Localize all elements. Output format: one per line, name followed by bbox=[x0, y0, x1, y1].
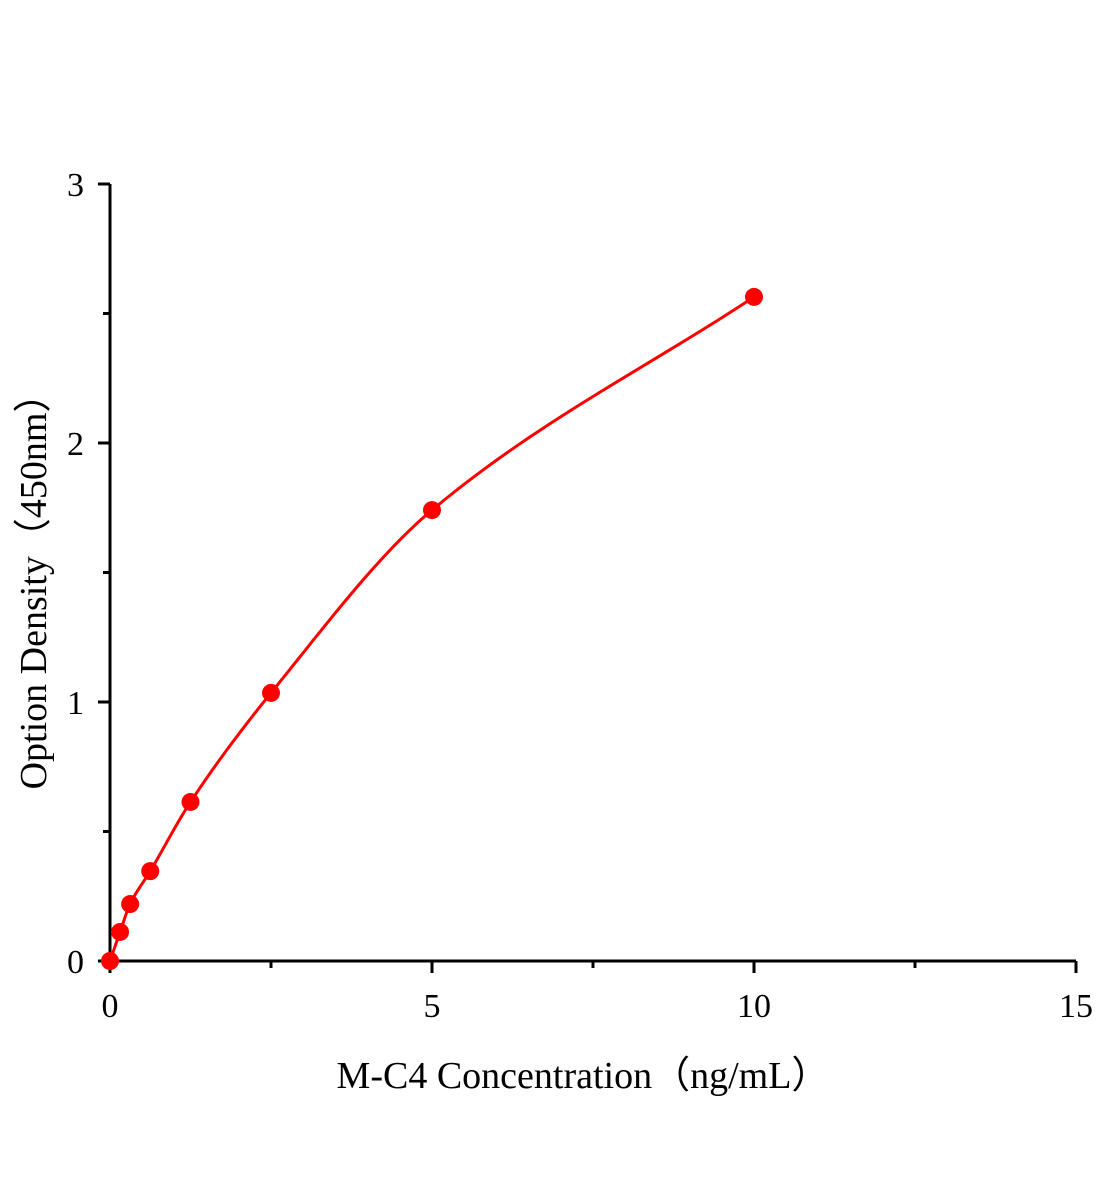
data-point bbox=[101, 952, 119, 970]
y-tick-label: 0 bbox=[67, 944, 84, 981]
x-tick-label: 15 bbox=[1059, 988, 1093, 1025]
data-point bbox=[745, 287, 763, 306]
data-point bbox=[111, 922, 130, 941]
data-point bbox=[262, 683, 280, 702]
y-tick-label: 2 bbox=[67, 426, 84, 463]
data-point bbox=[141, 862, 160, 881]
x-tick-label: 0 bbox=[102, 988, 119, 1025]
x-tick-label: 5 bbox=[424, 988, 441, 1025]
data-points bbox=[101, 287, 763, 970]
data-point bbox=[181, 792, 200, 811]
x-axis-title: M-C4 Concentration（ng/mL） bbox=[337, 1055, 830, 1097]
y-tick-label: 3 bbox=[67, 167, 84, 204]
axes: 0 5 10 15 0 1 2 3 bbox=[67, 167, 1093, 1025]
y-tick-label: 1 bbox=[67, 685, 84, 722]
y-axis-title: Option Density（450nm） bbox=[13, 375, 55, 790]
x-tick-label: 10 bbox=[737, 988, 771, 1025]
fit-curve bbox=[108, 295, 755, 962]
data-point bbox=[121, 895, 140, 914]
data-point bbox=[423, 501, 441, 520]
